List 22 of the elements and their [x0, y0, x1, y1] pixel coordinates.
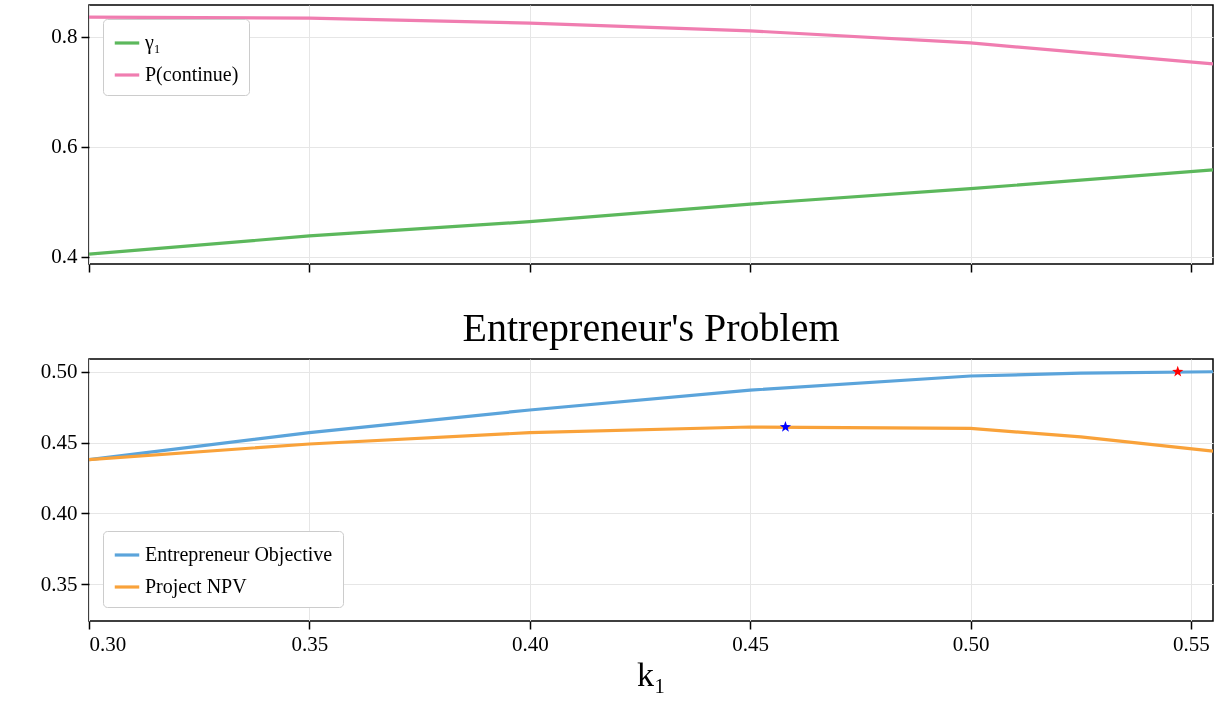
x-tick-label: 0.30	[89, 631, 127, 656]
x-tick-label: 0.55	[1173, 631, 1210, 656]
legend-label: γ₁	[144, 31, 161, 54]
y-tick-label: 0.45	[40, 430, 78, 455]
line-series	[89, 15, 1213, 66]
x-tick-label: 0.45	[732, 631, 770, 656]
y-tick-label: 0.35	[40, 571, 78, 596]
x-tick-label: 0.50	[952, 631, 990, 656]
y-tick-label: 0.50	[40, 359, 78, 384]
legend-label: Entrepreneur Objective	[145, 543, 333, 566]
x-tick-label: 0.40	[511, 631, 549, 656]
y-tick-label: 0.40	[40, 500, 78, 525]
y-tick-label: 0.6	[51, 134, 78, 159]
y-tick-label: 0.8	[51, 24, 78, 49]
line-series	[89, 425, 1213, 462]
chart-title: Entrepreneur's Problem	[462, 305, 840, 350]
x-tick-label: 0.35	[291, 631, 329, 656]
legend-label: Project NPV	[145, 575, 248, 598]
x-axis-title: k₁	[637, 655, 666, 693]
line-series	[89, 168, 1213, 256]
legend-label: P(continue)	[145, 63, 239, 86]
y-tick-label: 0.4	[51, 244, 78, 269]
